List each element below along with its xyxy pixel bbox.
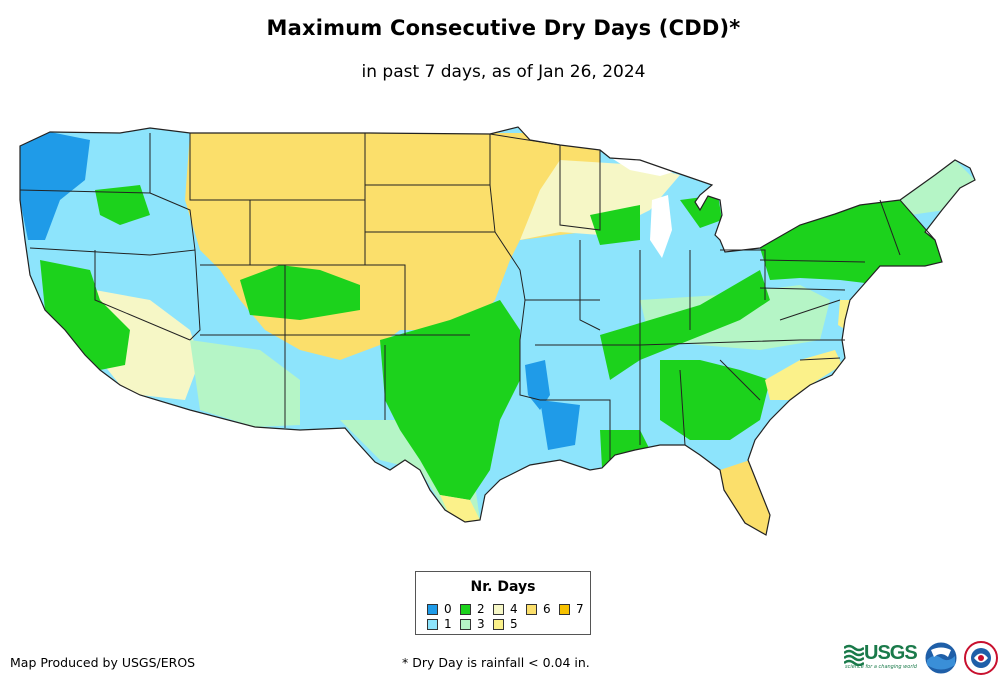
legend-title: Nr. Days [470, 579, 536, 595]
lake-erie [720, 228, 770, 250]
legend-item-5: 5 [493, 617, 518, 631]
legend-swatch-2 [460, 603, 471, 615]
region-2-days-michigan [680, 195, 722, 228]
dry-day-footnote: * Dry Day is rainfall < 0.04 in. [402, 655, 590, 670]
legend-item-0: 0 [427, 602, 452, 616]
region-2-days-california [40, 260, 130, 370]
usgs-logo-text: USGS [864, 642, 918, 664]
noaa-logo [924, 641, 958, 675]
legend-swatch-0 [427, 603, 438, 615]
map-title: Maximum Consecutive Dry Days (CDD)* [266, 16, 741, 40]
region-2-days-colorado [240, 265, 360, 320]
legend-swatch-6 [526, 603, 537, 615]
legend-swatch-4 [493, 603, 504, 615]
legend-swatch-7 [559, 603, 570, 615]
usgs-logo: USGS science for a changing world [844, 642, 918, 672]
region-6-days-florida [720, 460, 770, 535]
state-borders [19, 133, 936, 460]
usgs-tagline: science for a changing world [845, 664, 917, 670]
region-2-days-gulf-coast [600, 430, 650, 468]
legend-label-4: 4 [510, 602, 518, 616]
legend-label-6: 6 [543, 602, 551, 616]
legend-label-1: 1 [444, 617, 452, 631]
region-0-days-louisiana [540, 400, 580, 450]
legend-item-1: 1 [427, 617, 452, 631]
region-2-days-southeast [660, 360, 770, 440]
lake-superior [610, 157, 680, 176]
region-2-days-tennessee-valley [600, 270, 770, 380]
legend-item-6: 6 [526, 602, 551, 616]
legend: Nr. Days 0 1 2 3 4 5 6 7 [415, 571, 591, 635]
legend-item-2: 2 [460, 602, 485, 616]
legend-swatch-5 [493, 618, 504, 630]
region-2-days-oregon [95, 185, 150, 225]
region-5-days-carolinas [765, 350, 842, 400]
legend-label-0: 0 [444, 602, 452, 616]
region-2-days-northeast [760, 200, 942, 283]
region-2-days-wisconsin [590, 205, 640, 245]
legend-item-3: 3 [460, 617, 485, 631]
legend-label-7: 7 [576, 602, 584, 616]
region-0-days-washington [20, 132, 90, 240]
region-3-days-arizona [190, 340, 300, 427]
legend-label-3: 3 [477, 617, 485, 631]
legend-swatch-3 [460, 618, 471, 630]
legend-swatch-1 [427, 618, 438, 630]
region-2-days-texas-oklahoma [380, 300, 520, 500]
region-4-days-southwest [95, 290, 200, 400]
map-subtitle: in past 7 days, as of Jan 26, 2024 [361, 62, 646, 82]
region-5-days-south-texas [440, 495, 480, 522]
legend-item-7: 7 [559, 602, 584, 616]
legend-item-4: 4 [493, 602, 518, 616]
lake-michigan [650, 195, 672, 258]
legend-label-2: 2 [477, 602, 485, 616]
legend-label-5: 5 [510, 617, 518, 631]
nws-logo [964, 641, 998, 675]
usgs-wave-icon [844, 644, 864, 666]
map-credit: Map Produced by USGS/EROS [10, 655, 196, 670]
lake-ontario [770, 210, 810, 228]
